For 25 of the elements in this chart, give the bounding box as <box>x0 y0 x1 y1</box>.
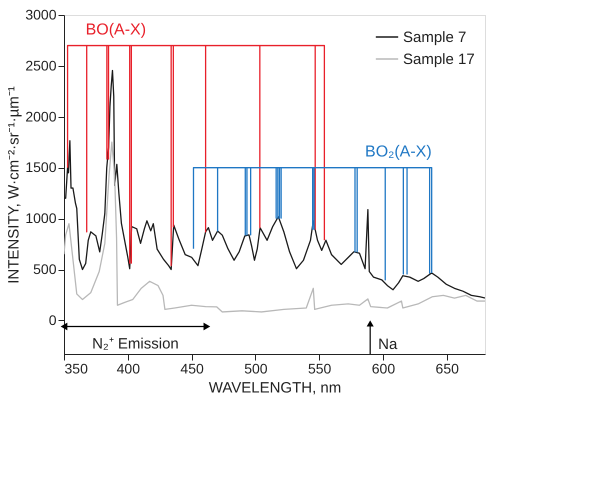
line-series <box>192 167 432 281</box>
y-tick-label: 0 <box>48 312 57 328</box>
annotation: N₂⁺ Emission <box>92 336 179 353</box>
legend-label: Sample 7 <box>403 29 466 46</box>
series-label: BO₂(A-X) <box>365 144 432 161</box>
y-tick-label: 500 <box>33 261 57 278</box>
x-tick-label: 350 <box>64 360 88 376</box>
y-tick-label: 1500 <box>25 159 57 176</box>
x-tick-label: 500 <box>244 360 268 376</box>
x-tick-label: 400 <box>116 360 140 376</box>
x-tick-label: 450 <box>180 360 204 376</box>
legend-label: Sample 17 <box>403 51 475 68</box>
y-tick-label: 2500 <box>25 57 57 74</box>
x-tick-label: 650 <box>436 360 460 376</box>
y-tick-label: 2000 <box>25 108 57 124</box>
y-axis-title: INTENSITY, W·cm⁻²·sr⁻¹·µm⁻¹ <box>5 86 22 284</box>
line-series <box>66 44 326 266</box>
series-label: BO(A-X) <box>86 22 146 39</box>
annotation: Na <box>378 336 398 353</box>
line-series <box>64 142 485 313</box>
x-tick-label: 550 <box>308 360 332 376</box>
y-tick-label: 1000 <box>25 210 57 226</box>
x-axis-title: WAVELENGTH, nm <box>208 380 342 396</box>
x-tick-label: 600 <box>372 360 396 376</box>
y-tick-label: 3000 <box>25 6 57 22</box>
